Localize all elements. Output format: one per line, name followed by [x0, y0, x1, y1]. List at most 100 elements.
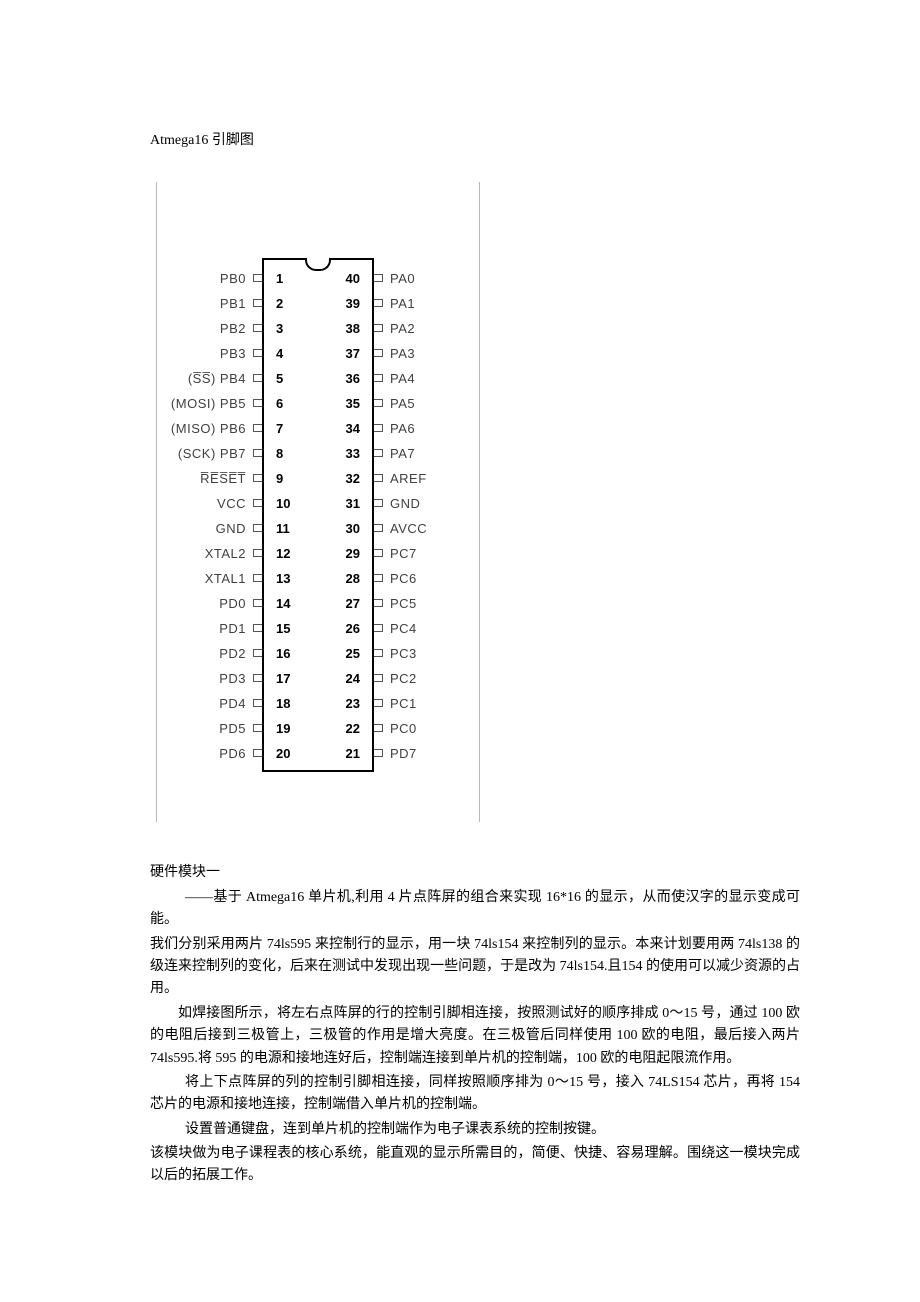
pin-pad-icon	[374, 574, 383, 582]
pin-pad-icon	[253, 649, 262, 657]
pin-row: R̅E̅S̅E̅T̅932AREF	[158, 466, 478, 491]
pin-label-right: PC5	[390, 591, 417, 616]
pin-number-left: 16	[276, 641, 290, 666]
pin-label-left: XTAL1	[205, 566, 246, 591]
pin-label-right: PC4	[390, 616, 417, 641]
pin-label-left: PD3	[219, 666, 246, 691]
pin-label-left: (MOSI) PB5	[171, 391, 246, 416]
pin-row: PD5 19 22 PC0	[158, 716, 478, 741]
pin-label-left: VCC	[217, 491, 246, 516]
pin-number-right: 33	[346, 441, 360, 466]
pin-number-right: 22	[346, 716, 360, 741]
pin-number-left: 2	[276, 291, 283, 316]
pin-number-left: 13	[276, 566, 290, 591]
pin-number-left: 1	[276, 266, 283, 291]
pin-row: VCC 10 31 GND	[158, 491, 478, 516]
pin-pad-icon	[374, 449, 383, 457]
pin-row: (MISO) PB6734PA6	[158, 416, 478, 441]
pin-row: GND1130AVCC	[158, 516, 478, 541]
pin-pad-icon	[253, 374, 262, 382]
pin-number-left: 6	[276, 391, 283, 416]
pin-label-right: PA6	[390, 416, 415, 441]
pin-rows: PB0140PA0PB1239PA1PB2338PA2PB3437PA3(S̅S…	[158, 266, 478, 766]
pin-row: PD3 17 24 PC2	[158, 666, 478, 691]
pin-label-right: PC7	[390, 541, 417, 566]
paragraph: 如焊接图所示，将左右点阵屏的行的控制引脚相连接，按照测试好的顺序排成 0～15 …	[150, 1003, 800, 1070]
pin-number-right: 30	[346, 516, 360, 541]
pin-label-left: PD6	[219, 741, 246, 766]
pin-label-right: PA5	[390, 391, 415, 416]
pin-pad-icon	[374, 599, 383, 607]
pin-number-left: 17	[276, 666, 290, 691]
pin-pad-icon	[253, 699, 262, 707]
pin-pad-icon	[253, 349, 262, 357]
pin-label-right: PA7	[390, 441, 415, 466]
pin-pad-icon	[253, 449, 262, 457]
pin-number-right: 34	[346, 416, 360, 441]
pin-row: (S̅S̅) PB4536PA4	[158, 366, 478, 391]
pin-pad-icon	[374, 474, 383, 482]
pin-pad-icon	[253, 724, 262, 732]
pin-label-left: XTAL2	[205, 541, 246, 566]
pinout-diagram: PB0140PA0PB1239PA1PB2338PA2PB3437PA3(S̅S…	[158, 202, 478, 802]
pin-label-right: PA3	[390, 341, 415, 366]
pin-number-right: 35	[346, 391, 360, 416]
pin-number-left: 10	[276, 491, 290, 516]
pin-row: PD21625PC3	[158, 641, 478, 666]
pin-pad-icon	[253, 499, 262, 507]
pin-pad-icon	[374, 374, 383, 382]
pin-number-left: 3	[276, 316, 283, 341]
pin-pad-icon	[253, 674, 262, 682]
paragraph: ——基于 Atmega16 单片机,利用 4 片点阵屏的组合来实现 16*16 …	[150, 887, 800, 932]
pin-row: PB0140PA0	[158, 266, 478, 291]
pin-label-left: PD4	[219, 691, 246, 716]
pin-label-left: PB0	[220, 266, 246, 291]
pin-number-right: 31	[346, 491, 360, 516]
body-text: 硬件模块一 ——基于 Atmega16 单片机,利用 4 片点阵屏的组合来实现 …	[150, 862, 800, 1187]
pin-pad-icon	[253, 299, 262, 307]
pin-pad-icon	[253, 549, 262, 557]
pin-label-right: PC2	[390, 666, 417, 691]
pin-label-right: PA0	[390, 266, 415, 291]
paragraph: 该模块做为电子课程表的核心系统，能直观的显示所需目的，简便、快捷、容易理解。围绕…	[150, 1143, 800, 1188]
pin-label-right: GND	[390, 491, 420, 516]
pin-number-left: 15	[276, 616, 290, 641]
pin-label-left: PB2	[220, 316, 246, 341]
pin-pad-icon	[374, 349, 383, 357]
pin-number-left: 5	[276, 366, 283, 391]
pin-pad-icon	[374, 724, 383, 732]
pin-row: PD41823PC1	[158, 691, 478, 716]
paragraph: 设置普通键盘，连到单片机的控制端作为电子课表系统的控制按键。	[150, 1119, 800, 1141]
pin-number-left: 9	[276, 466, 283, 491]
pin-pad-icon	[374, 299, 383, 307]
pin-pad-icon	[374, 674, 383, 682]
pin-label-left: PD0	[219, 591, 246, 616]
pin-number-right: 39	[346, 291, 360, 316]
pin-number-right: 32	[346, 466, 360, 491]
pin-pad-icon	[253, 749, 262, 757]
pin-row: PB3437PA3	[158, 341, 478, 366]
pin-number-left: 19	[276, 716, 290, 741]
pin-label-right: PC0	[390, 716, 417, 741]
pin-pad-icon	[253, 474, 262, 482]
pin-pad-icon	[374, 274, 383, 282]
pin-label-right: AREF	[390, 466, 427, 491]
page-title: Atmega16 引脚图	[150, 130, 800, 152]
pin-number-left: 14	[276, 591, 290, 616]
pin-pad-icon	[374, 399, 383, 407]
pin-label-right: PC6	[390, 566, 417, 591]
pin-number-right: 24	[346, 666, 360, 691]
pin-row: PB1239PA1	[158, 291, 478, 316]
pin-pad-icon	[374, 424, 383, 432]
pin-row: PD11526PC4	[158, 616, 478, 641]
pin-label-left: PB3	[220, 341, 246, 366]
pin-pad-icon	[253, 599, 262, 607]
pin-label-left: PD5	[219, 716, 246, 741]
pin-number-left: 8	[276, 441, 283, 466]
pin-row: (MOSI) PB5 6 35 PA5	[158, 391, 478, 416]
pin-row: XTAL21229PC7	[158, 541, 478, 566]
pin-row: PB2338PA2	[158, 316, 478, 341]
pin-number-left: 12	[276, 541, 290, 566]
pin-label-right: PC1	[390, 691, 417, 716]
pin-row: XTAL11328PC6	[158, 566, 478, 591]
